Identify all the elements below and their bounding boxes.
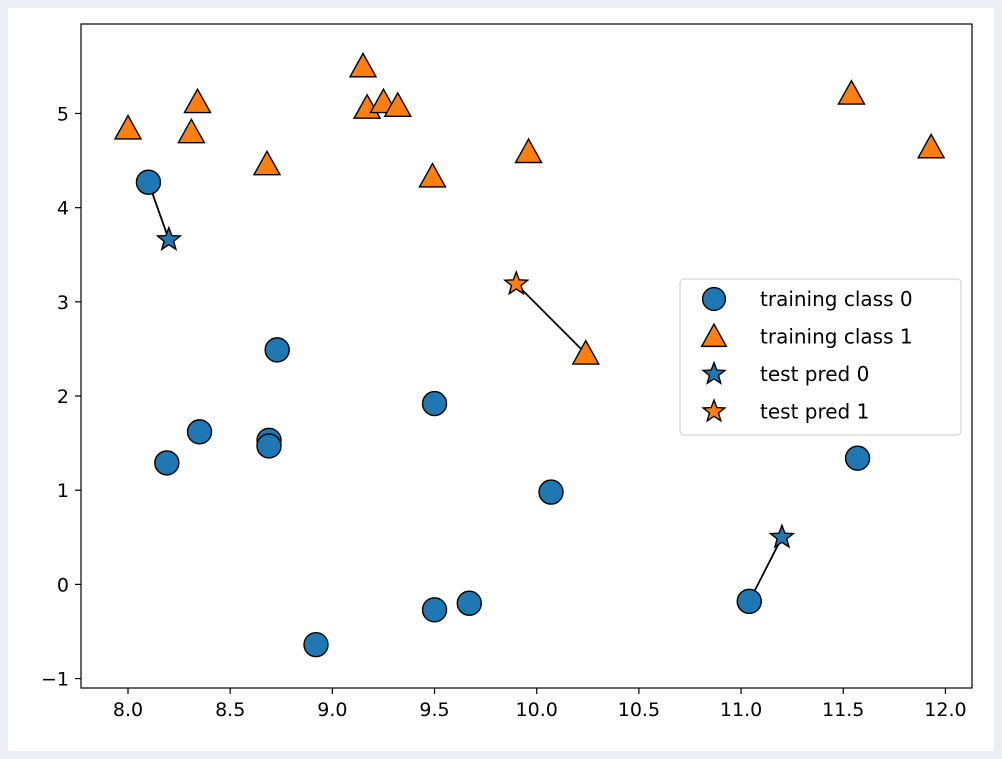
legend-box: [679, 278, 962, 436]
x-tick-label: 12.0: [924, 699, 966, 721]
legend-marker: [701, 398, 727, 423]
training-class-1-point: [348, 51, 378, 78]
y-tick-label: 2: [57, 386, 69, 408]
test-pred-0-point: [768, 523, 796, 549]
y-axis: −1 0 1 2 3 4 5: [41, 103, 81, 691]
training-class-1-point: [177, 117, 206, 144]
x-tick-label: 9.0: [317, 699, 347, 721]
training-class-0-point: [844, 445, 871, 471]
training-class-0-point: [186, 419, 213, 445]
y-tick-label: 0: [57, 574, 69, 596]
x-tick-label: 11.5: [822, 699, 864, 721]
y-tick-label: 3: [57, 292, 69, 314]
neighbor-line: [515, 283, 587, 355]
test-pred-1-point: [502, 269, 530, 296]
legend-label: training class 1: [760, 325, 913, 349]
training-class-1-point: [571, 339, 600, 365]
legend-marker: [700, 322, 728, 348]
legend-label: training class 0: [760, 287, 913, 311]
test-pred-0-point: [155, 225, 183, 252]
training-class-1-point: [514, 137, 543, 164]
training-class-1-point: [837, 79, 866, 105]
training-class-0-point: [135, 169, 162, 195]
legend-marker: [701, 286, 727, 312]
training-class-0-point: [456, 590, 482, 616]
y-tick-label: −1: [41, 669, 69, 691]
training-class-1-point: [252, 149, 282, 176]
x-tick-label: 10.5: [618, 699, 660, 721]
training-class-0-point: [264, 337, 290, 363]
training-class-0-point: [154, 450, 180, 476]
training-class-0-point: [303, 631, 329, 658]
training-class-1-point: [916, 132, 946, 159]
legend-label: test pred 1: [760, 400, 869, 424]
y-tick-label: 4: [57, 198, 69, 220]
x-tick-label: 8.5: [215, 699, 245, 721]
legend: training class 0 training class 1 test pre…: [679, 278, 962, 436]
x-tick-label: 9.5: [419, 699, 449, 721]
scatter-chart: 8.0 8.5 9.0 9.5 10.0 10.5 11.0 11.5 12.0 −1 0 1 2 3 4…: [41, 23, 973, 721]
training-class-1-point: [418, 162, 447, 188]
x-tick-label: 10.0: [516, 699, 558, 721]
y-tick-label: 1: [57, 480, 69, 502]
x-tick-label: 8.0: [113, 699, 143, 721]
legend-label: test pred 0: [760, 362, 869, 386]
x-axis: 8.0 8.5 9.0 9.5 10.0 10.5 11.0 11.5 12.0: [113, 688, 967, 721]
training-class-0-point: [256, 433, 282, 459]
training-class-1-point: [113, 114, 143, 140]
training-class-0-point: [421, 597, 448, 623]
training-class-1-point: [183, 87, 212, 114]
data-points: [113, 51, 946, 658]
training-class-0-point: [538, 479, 564, 505]
x-tick-label: 11.0: [720, 699, 762, 721]
figure: 8.0 8.5 9.0 9.5 10.0 10.5 11.0 11.5 12.0 −1 0 1 2 3 4…: [8, 8, 994, 751]
training-class-0-point: [421, 390, 448, 417]
y-tick-label: 5: [57, 103, 69, 125]
legend-marker: [701, 360, 727, 385]
plot-frame: [80, 23, 973, 689]
training-class-1-point: [383, 91, 412, 118]
training-class-0-point: [736, 588, 762, 615]
